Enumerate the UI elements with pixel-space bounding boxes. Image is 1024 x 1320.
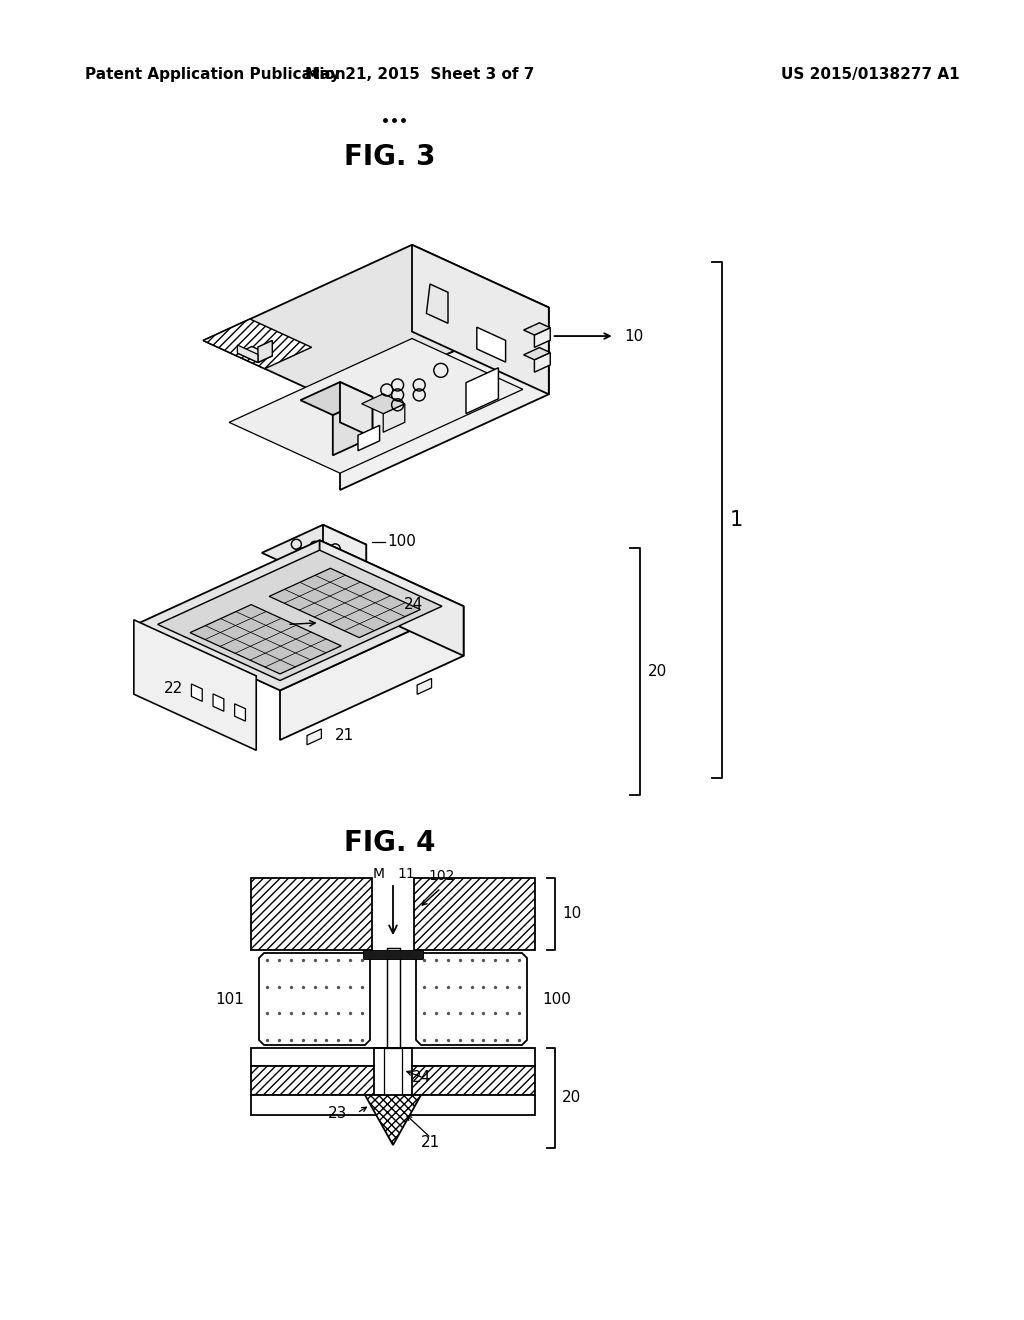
Polygon shape xyxy=(251,1048,535,1067)
Polygon shape xyxy=(319,540,464,656)
Polygon shape xyxy=(340,308,549,490)
Polygon shape xyxy=(386,948,399,1053)
Polygon shape xyxy=(158,550,442,681)
Polygon shape xyxy=(412,1067,535,1096)
Text: Patent Application Publication: Patent Application Publication xyxy=(85,67,346,82)
Polygon shape xyxy=(203,244,549,403)
Polygon shape xyxy=(417,678,431,694)
Polygon shape xyxy=(300,381,373,414)
Polygon shape xyxy=(361,393,404,413)
Polygon shape xyxy=(535,352,550,372)
Text: 100: 100 xyxy=(542,991,570,1006)
Polygon shape xyxy=(523,347,550,360)
Polygon shape xyxy=(307,729,322,744)
Text: 101: 101 xyxy=(215,991,244,1006)
Polygon shape xyxy=(190,605,341,675)
Polygon shape xyxy=(134,620,256,750)
Text: M: M xyxy=(373,867,385,880)
Polygon shape xyxy=(362,950,423,960)
Text: US 2015/0138277 A1: US 2015/0138277 A1 xyxy=(780,67,959,82)
Polygon shape xyxy=(477,327,506,362)
Polygon shape xyxy=(262,525,367,573)
Polygon shape xyxy=(251,1096,535,1115)
Polygon shape xyxy=(238,346,272,363)
Text: 102: 102 xyxy=(428,869,455,883)
Polygon shape xyxy=(213,694,224,711)
Polygon shape xyxy=(466,368,499,413)
Text: 24: 24 xyxy=(404,597,424,612)
Polygon shape xyxy=(384,1048,402,1115)
Text: 10: 10 xyxy=(562,907,582,921)
Polygon shape xyxy=(523,323,550,335)
Polygon shape xyxy=(358,425,380,450)
Text: May 21, 2015  Sheet 3 of 7: May 21, 2015 Sheet 3 of 7 xyxy=(305,67,535,82)
Polygon shape xyxy=(238,345,258,363)
Polygon shape xyxy=(414,878,535,950)
Polygon shape xyxy=(416,953,527,1045)
Polygon shape xyxy=(229,338,523,473)
Text: 11: 11 xyxy=(397,867,415,880)
Polygon shape xyxy=(535,327,550,347)
Polygon shape xyxy=(251,878,372,950)
Text: 10: 10 xyxy=(625,329,644,343)
Polygon shape xyxy=(280,606,464,741)
Polygon shape xyxy=(203,319,311,368)
Polygon shape xyxy=(323,525,367,562)
Polygon shape xyxy=(383,404,404,432)
Text: FIG. 3: FIG. 3 xyxy=(344,143,436,172)
Polygon shape xyxy=(269,569,421,638)
Text: FIG. 4: FIG. 4 xyxy=(344,829,436,857)
Polygon shape xyxy=(251,1067,374,1096)
Polygon shape xyxy=(259,953,370,1045)
Text: 100: 100 xyxy=(387,535,416,549)
Polygon shape xyxy=(305,545,367,590)
Text: 24: 24 xyxy=(412,1071,431,1085)
Text: 20: 20 xyxy=(562,1090,582,1106)
Text: 1: 1 xyxy=(730,510,743,531)
Text: 21: 21 xyxy=(421,1135,440,1150)
Polygon shape xyxy=(333,397,373,455)
Polygon shape xyxy=(258,341,272,363)
Text: 22: 22 xyxy=(164,681,183,696)
Polygon shape xyxy=(412,244,549,395)
Polygon shape xyxy=(426,284,447,323)
Text: 20: 20 xyxy=(648,664,668,678)
Polygon shape xyxy=(340,381,373,437)
Polygon shape xyxy=(365,1096,421,1144)
Text: 21: 21 xyxy=(335,729,354,743)
Polygon shape xyxy=(191,684,203,701)
Text: 23: 23 xyxy=(328,1106,347,1121)
Polygon shape xyxy=(234,704,246,721)
Polygon shape xyxy=(136,540,464,690)
